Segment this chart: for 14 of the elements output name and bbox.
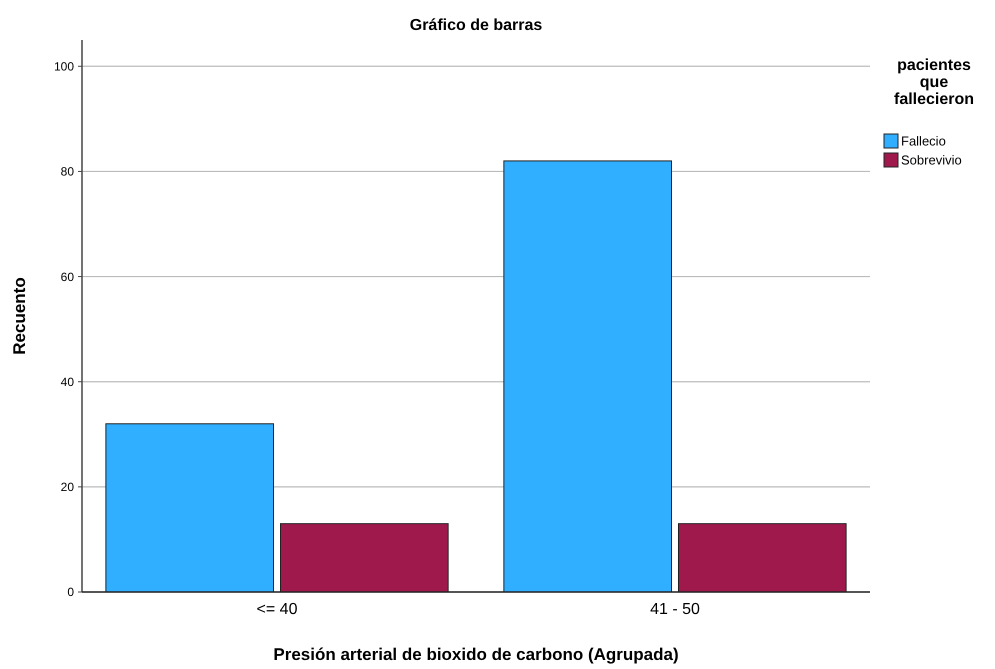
y-tick-label: 40: [60, 374, 74, 389]
y-tick-label: 0: [67, 585, 74, 600]
chart-title: Gráfico de barras: [410, 17, 542, 34]
legend-label: Sobrevivio: [901, 152, 962, 168]
x-tick-label: <= 40: [256, 601, 298, 618]
y-axis-title: Recuento: [10, 277, 29, 355]
y-tick-label: 20: [60, 480, 74, 494]
x-tick-label: 41 - 50: [650, 601, 700, 618]
legend-label: Fallecio: [901, 134, 946, 149]
y-tick-label: 60: [60, 270, 74, 284]
y-tick-label: 80: [60, 164, 74, 179]
y-tick-label: 100: [54, 59, 74, 74]
legend-title: pacientes que fallecieron: [894, 57, 974, 108]
x-axis-title: Presión arterial de bioxido de carbono (Agrupada): [273, 645, 679, 664]
